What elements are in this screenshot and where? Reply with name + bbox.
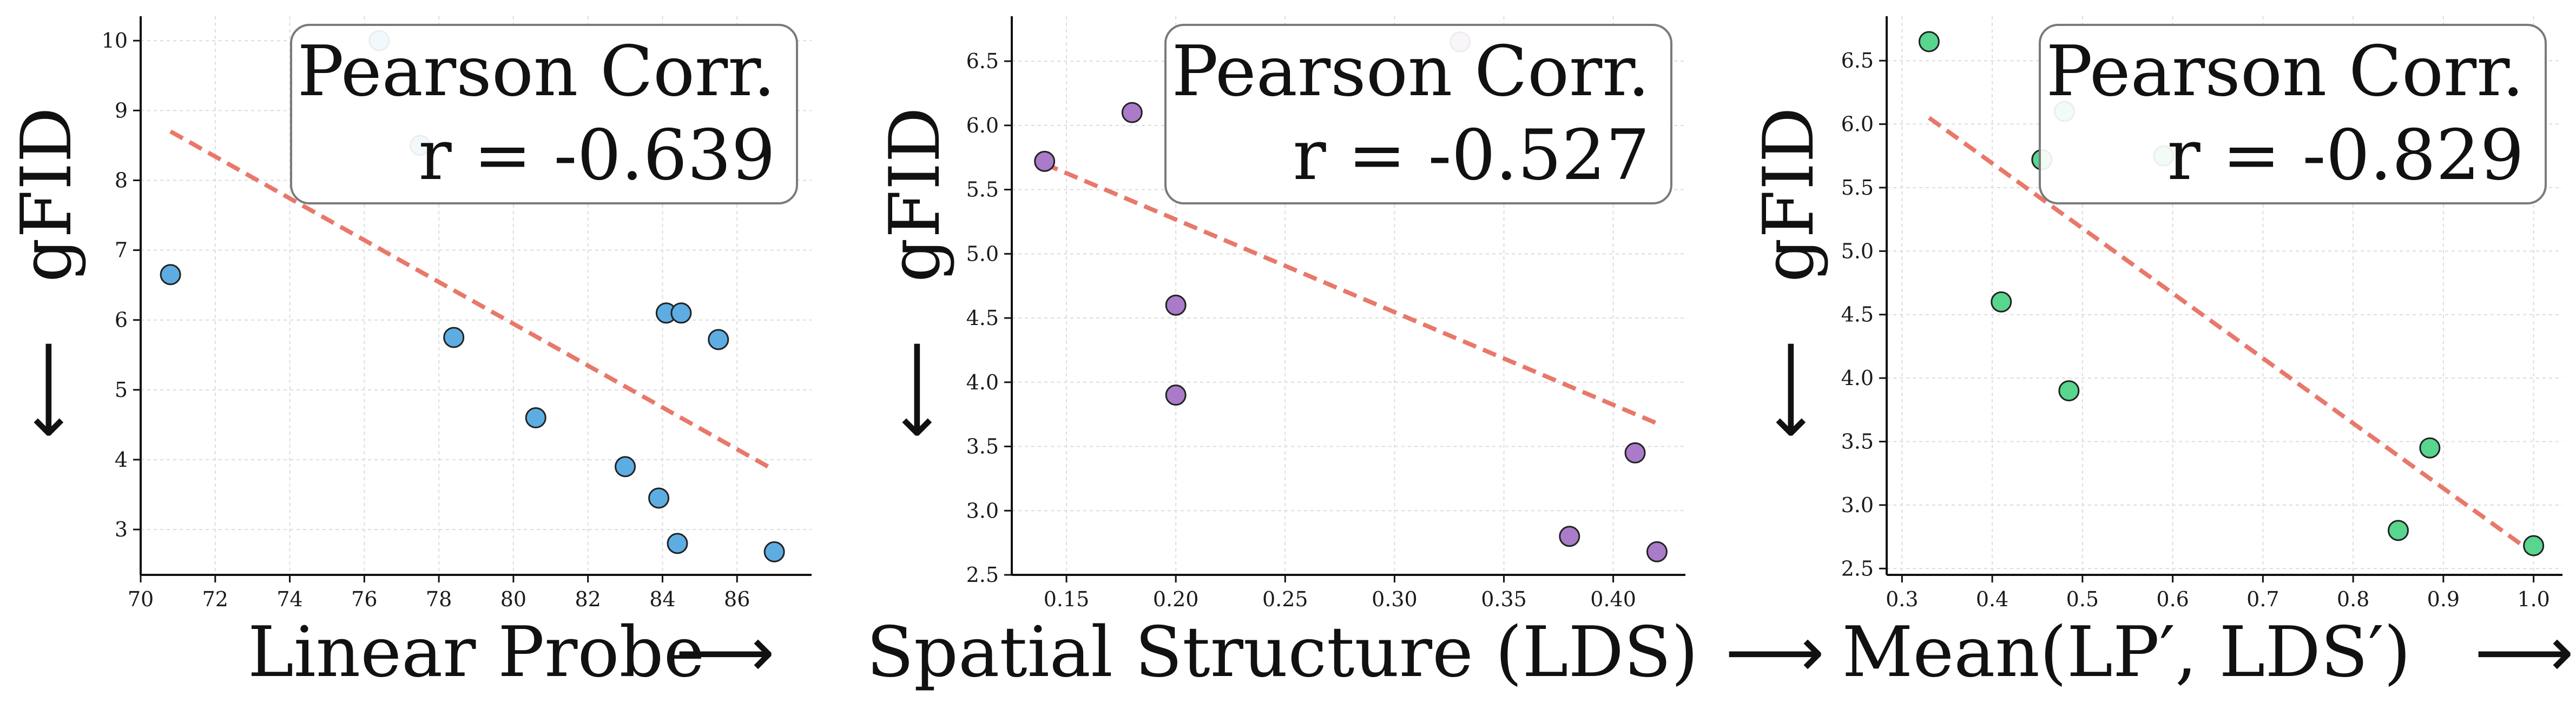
x-tick-label: 0.9 bbox=[2427, 587, 2460, 611]
trend-line bbox=[1044, 162, 1658, 426]
y-tick-label: 2.5 bbox=[966, 563, 999, 587]
y-tick-label: 3.0 bbox=[966, 499, 999, 522]
x-tick-label: 76 bbox=[351, 587, 377, 611]
x-tick-label: 0.8 bbox=[2337, 587, 2369, 611]
data-point bbox=[1646, 541, 1668, 562]
x-tick-label: 0.4 bbox=[1976, 587, 2008, 611]
y-tick-label: 6.5 bbox=[1841, 49, 1874, 72]
x-tick-label: 70 bbox=[128, 587, 154, 611]
data-point bbox=[2388, 520, 2409, 541]
y-tick-label: 4.0 bbox=[966, 370, 999, 394]
data-point bbox=[1121, 102, 1143, 123]
trend-line bbox=[1928, 116, 2535, 555]
data-point bbox=[1165, 385, 1187, 406]
pearson-annotation-box bbox=[1164, 24, 1672, 204]
y-tick-label: 5.0 bbox=[1841, 239, 1874, 263]
y-tick-label: 4.5 bbox=[1841, 303, 1874, 327]
x-tick-label: 0.5 bbox=[2066, 587, 2099, 611]
trend-line bbox=[169, 129, 776, 472]
x-axis-arrow: ⟶ bbox=[2474, 612, 2574, 693]
x-tick-label: 78 bbox=[426, 587, 452, 611]
data-point bbox=[2523, 535, 2545, 556]
x-tick-label: 80 bbox=[500, 587, 526, 611]
y-tick-label: 5 bbox=[115, 378, 128, 402]
data-point bbox=[1165, 294, 1187, 316]
x-tick-label: 0.30 bbox=[1372, 587, 1418, 611]
x-tick-label: 0.20 bbox=[1153, 587, 1199, 611]
data-point bbox=[2419, 437, 2441, 459]
pearson-title: Pearson Corr. bbox=[298, 31, 776, 112]
y-tick-label: 6.0 bbox=[966, 114, 999, 137]
data-point bbox=[667, 533, 688, 554]
data-point bbox=[443, 327, 465, 348]
chart-panel-spatial-structure: Pearson Corr.r = -0.527 0.15 0.20 0.25 0.30… bbox=[866, 16, 1824, 693]
data-point bbox=[708, 329, 729, 350]
y-tick-label: 4 bbox=[115, 448, 128, 472]
y-tick-label: 4.5 bbox=[966, 306, 999, 330]
y-tick-label: 3.5 bbox=[1841, 429, 1874, 453]
x-tick-label: 0.3 bbox=[1886, 587, 1918, 611]
x-axis-label: Linear Probe bbox=[248, 612, 704, 693]
y-tick-label: 3 bbox=[115, 518, 128, 541]
y-tick-label: 6.5 bbox=[966, 49, 999, 73]
pearson-value: r = -0.829 bbox=[2167, 115, 2525, 196]
y-tick-label: 2.5 bbox=[1841, 556, 1874, 580]
y-axis-arrow: ⟵ bbox=[6, 340, 87, 439]
y-tick-label: 3.5 bbox=[966, 435, 999, 459]
y-axis-label: gFID bbox=[6, 107, 87, 282]
y-tick-label: 4.0 bbox=[1841, 366, 1874, 390]
pearson-value: r = -0.527 bbox=[1293, 115, 1650, 196]
y-tick-label: 6.0 bbox=[1841, 112, 1874, 136]
x-tick-label: 72 bbox=[202, 587, 228, 611]
data-point bbox=[648, 487, 670, 509]
x-tick-label: 0.15 bbox=[1044, 587, 1090, 611]
y-tick-label: 5.5 bbox=[1841, 176, 1874, 200]
pearson-annotation-box bbox=[2039, 24, 2547, 204]
y-tick-label: 6 bbox=[115, 308, 128, 332]
y-tick-label: 3.0 bbox=[1841, 493, 1874, 517]
y-tick-label: 5.5 bbox=[966, 178, 999, 202]
x-axis-arrow: ⟶ bbox=[1725, 612, 1824, 693]
data-point bbox=[1624, 442, 1646, 463]
y-tick-label: 5.0 bbox=[966, 242, 999, 266]
y-tick-label: 9 bbox=[115, 98, 128, 122]
data-point bbox=[1034, 150, 1056, 172]
y-axis-label: gFID bbox=[875, 107, 956, 282]
data-point bbox=[763, 541, 785, 562]
data-point bbox=[160, 264, 181, 286]
x-tick-label: 0.6 bbox=[2156, 587, 2189, 611]
y-axis-label: gFID bbox=[1749, 107, 1829, 282]
data-point bbox=[2058, 380, 2080, 402]
y-tick-label: 8 bbox=[115, 168, 128, 192]
x-axis-label: Mean(LP′, LDS′) bbox=[1842, 612, 2410, 693]
chart-panel-mean-lp-lds: Pearson Corr.r = -0.829 0.3 0.4 0.5 0.6 0.7 0… bbox=[1749, 16, 2574, 693]
data-point bbox=[1991, 291, 2012, 313]
y-tick-label: 7 bbox=[115, 238, 128, 262]
x-tick-label: 0.40 bbox=[1590, 587, 1636, 611]
x-axis-label: Spatial Structure (LDS) bbox=[866, 612, 1698, 693]
pearson-annotation-box bbox=[290, 24, 798, 204]
chart-panel-linear-probe: Pearson Corr.r = -0.639 70 72 74 76 78 80 82 84… bbox=[6, 16, 812, 693]
x-tick-label: 74 bbox=[276, 587, 302, 611]
x-tick-label: 84 bbox=[649, 587, 675, 611]
pearson-title: Pearson Corr. bbox=[1172, 31, 1650, 112]
data-point bbox=[1918, 31, 1940, 52]
y-tick-label: 10 bbox=[102, 29, 128, 52]
data-point bbox=[1559, 526, 1580, 547]
data-point bbox=[525, 407, 546, 428]
x-tick-label: 1.0 bbox=[2517, 587, 2549, 611]
y-axis-arrow: ⟵ bbox=[1749, 340, 1829, 439]
y-axis-arrow: ⟵ bbox=[875, 340, 956, 439]
data-point bbox=[615, 456, 636, 478]
x-tick-label: 0.35 bbox=[1481, 587, 1527, 611]
x-tick-label: 86 bbox=[724, 587, 750, 611]
x-tick-label: 0.25 bbox=[1262, 587, 1308, 611]
x-axis-arrow: ⟶ bbox=[675, 612, 775, 693]
data-point bbox=[670, 302, 692, 324]
x-tick-label: 82 bbox=[575, 587, 601, 611]
pearson-value: r = -0.639 bbox=[419, 115, 776, 196]
x-tick-label: 0.7 bbox=[2246, 587, 2279, 611]
pearson-title: Pearson Corr. bbox=[2046, 31, 2525, 112]
